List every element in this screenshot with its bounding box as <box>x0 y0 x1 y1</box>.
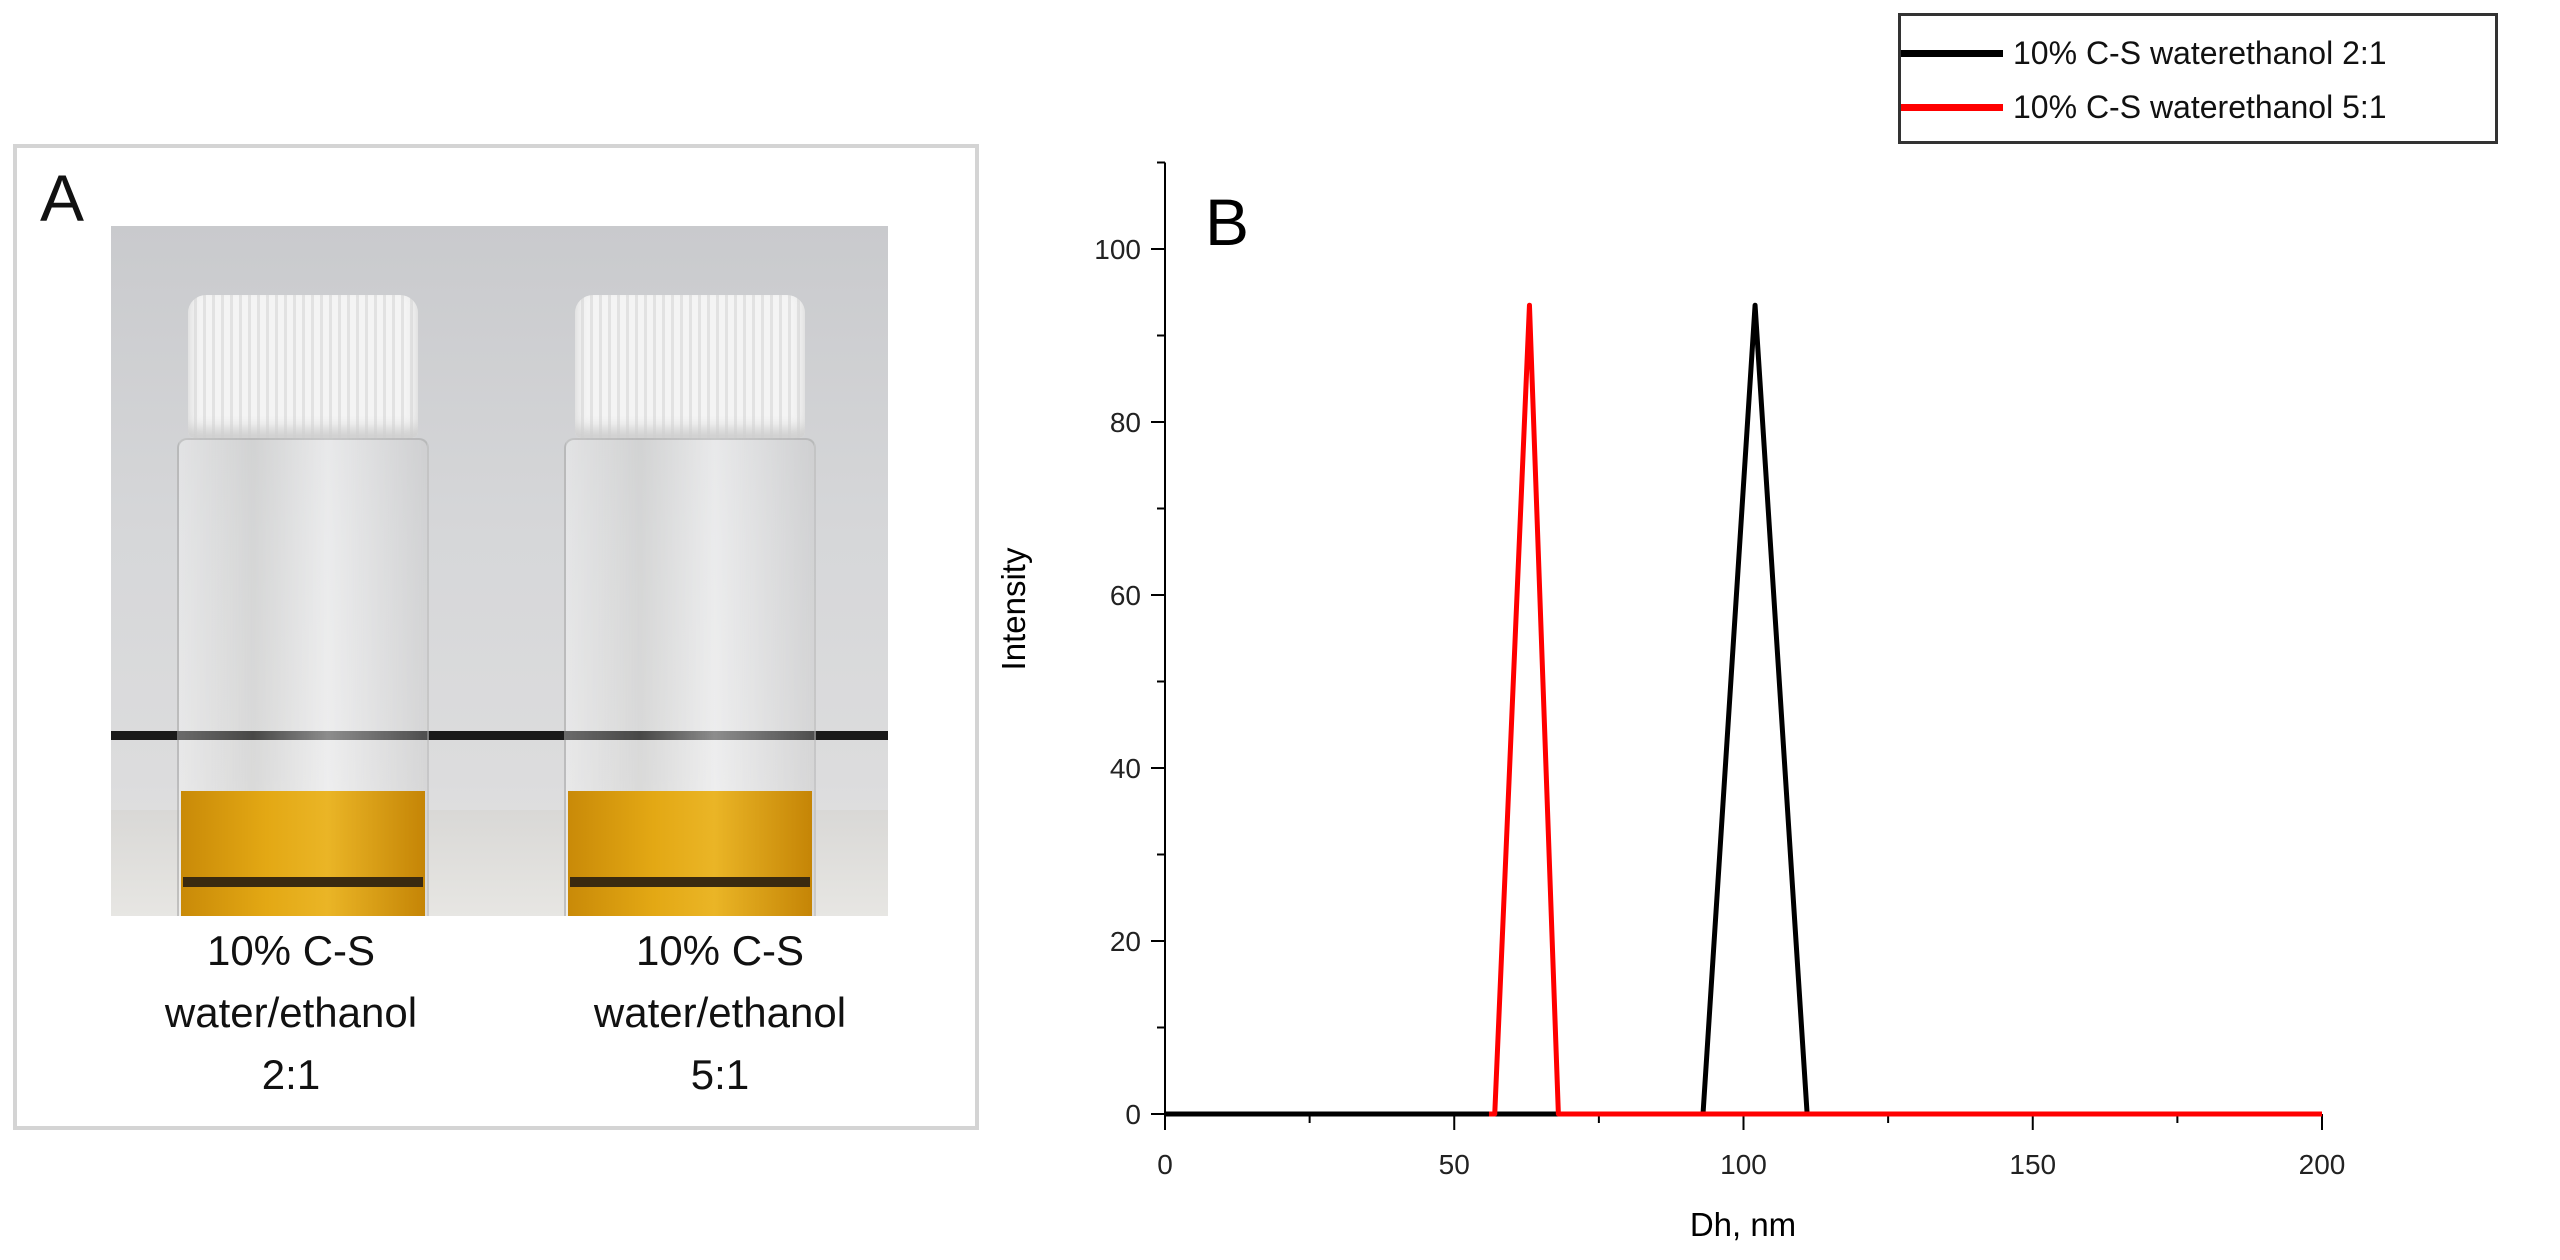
vial-2-1 <box>177 295 429 916</box>
x-axis-label: Dh, nm <box>1690 1206 1796 1243</box>
x-tick-label: 150 <box>2009 1149 2056 1180</box>
x-tick-label: 100 <box>1720 1149 1767 1180</box>
vial-label-2-1: 10% C-S water/ethanol 2:1 <box>121 930 461 1096</box>
y-tick-label: 80 <box>1110 407 1141 438</box>
x-tick-label: 50 <box>1439 1149 1470 1180</box>
y-tick-label: 20 <box>1110 926 1141 957</box>
label-line: 5:1 <box>690 1051 750 1098</box>
vial-cap <box>188 295 418 438</box>
reference-line <box>111 731 888 740</box>
legend-swatch-red <box>1901 103 2003 111</box>
y-tick-label: 100 <box>1094 234 1141 265</box>
x-tick-label: 200 <box>2299 1149 2346 1180</box>
label-line: water/ethanol <box>593 989 847 1036</box>
legend-item: 10% C-S waterethanol 5:1 <box>1901 82 2387 132</box>
vial-label-5-1: 10% C-S water/ethanol 5:1 <box>550 930 890 1096</box>
panel-a-label: A <box>40 161 85 235</box>
vial-liquid <box>181 791 425 916</box>
vial-glass <box>564 438 816 916</box>
vial-cap <box>575 295 805 438</box>
legend-swatch-black <box>1901 49 2003 57</box>
y-tick-label: 40 <box>1110 753 1141 784</box>
vial-5-1 <box>564 295 816 916</box>
y-tick-label: 0 <box>1125 1099 1141 1130</box>
vials-photo <box>111 226 888 916</box>
legend-item: 10% C-S waterethanol 2:1 <box>1901 28 2387 78</box>
label-line: 10% C-S <box>206 927 376 974</box>
label-line: water/ethanol <box>164 989 418 1036</box>
panel-a-frame <box>13 144 979 1130</box>
series-line-ratio-2-1 <box>1165 302 2322 1117</box>
series-line-ratio-5-1 <box>1488 302 2322 1117</box>
vial-glass <box>177 438 429 916</box>
y-axis-label: Intensity <box>995 547 1032 670</box>
vial-liquid <box>568 791 812 916</box>
y-tick-label: 60 <box>1110 580 1141 611</box>
chart-legend: 10% C-S waterethanol 2:1 10% C-S wateret… <box>1898 13 2498 144</box>
label-line: 2:1 <box>261 1051 321 1098</box>
legend-label: 10% C-S waterethanol 5:1 <box>2013 88 2387 125</box>
legend-label: 10% C-S waterethanol 2:1 <box>2013 34 2387 71</box>
panel-b-label: B <box>1205 185 1249 259</box>
x-tick-label: 0 <box>1157 1149 1173 1180</box>
label-line: 10% C-S <box>635 927 805 974</box>
